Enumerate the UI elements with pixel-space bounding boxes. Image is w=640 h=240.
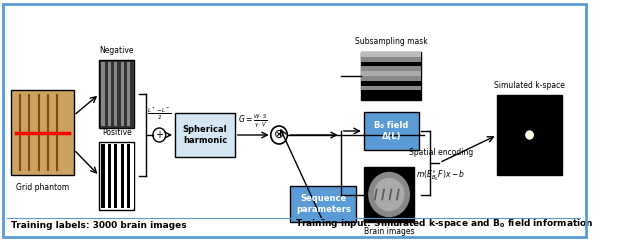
- Text: $G = \frac{W \cdot S}{\gamma \cdot V}$: $G = \frac{W \cdot S}{\gamma \cdot V}$: [239, 113, 268, 129]
- Circle shape: [374, 179, 404, 210]
- Bar: [361, 81, 421, 86]
- Bar: [361, 86, 421, 90]
- Text: $\otimes$: $\otimes$: [273, 128, 285, 142]
- Bar: [127, 62, 131, 126]
- Circle shape: [526, 131, 533, 139]
- Bar: [131, 144, 134, 208]
- Bar: [121, 62, 124, 126]
- Bar: [175, 113, 235, 157]
- Text: +: +: [156, 130, 163, 140]
- Bar: [361, 52, 421, 100]
- Bar: [117, 144, 121, 208]
- Bar: [364, 167, 415, 222]
- Bar: [124, 62, 127, 126]
- Text: B₀ field
Δ(L): B₀ field Δ(L): [374, 121, 408, 141]
- Bar: [111, 62, 114, 126]
- Bar: [361, 90, 421, 95]
- Text: Spherical
harmonic: Spherical harmonic: [182, 125, 227, 145]
- Text: Training labels: 3000 brain images: Training labels: 3000 brain images: [11, 221, 187, 230]
- Bar: [361, 71, 421, 76]
- Bar: [111, 144, 114, 208]
- Bar: [361, 62, 421, 66]
- Bar: [114, 144, 117, 208]
- Bar: [290, 186, 356, 222]
- Bar: [108, 144, 111, 208]
- Bar: [117, 62, 121, 126]
- Circle shape: [369, 173, 410, 216]
- Text: Positive: Positive: [102, 128, 132, 137]
- Text: Brain images: Brain images: [364, 227, 414, 236]
- Bar: [361, 57, 421, 62]
- Bar: [121, 144, 124, 208]
- Text: Negative: Negative: [100, 46, 134, 55]
- Text: Subsampling mask: Subsampling mask: [355, 37, 428, 46]
- Bar: [104, 62, 108, 126]
- Bar: [127, 144, 131, 208]
- Text: $\frac{L^+ - L^-}{2}$: $\frac{L^+ - L^-}{2}$: [147, 106, 172, 122]
- Bar: [361, 95, 421, 100]
- Bar: [114, 62, 117, 126]
- Bar: [364, 112, 419, 150]
- Bar: [131, 62, 134, 126]
- Text: Spatial encoding: Spatial encoding: [409, 148, 473, 157]
- Text: Grid phantom: Grid phantom: [16, 183, 69, 192]
- Bar: [99, 142, 134, 210]
- Bar: [101, 62, 104, 126]
- Bar: [361, 52, 421, 57]
- Bar: [99, 60, 134, 128]
- Bar: [104, 144, 108, 208]
- Bar: [101, 144, 104, 208]
- Bar: [361, 76, 421, 81]
- Bar: [11, 90, 74, 175]
- Bar: [124, 144, 127, 208]
- Circle shape: [528, 133, 531, 137]
- Text: Sequence
parameters: Sequence parameters: [296, 194, 351, 214]
- Bar: [497, 95, 562, 175]
- Text: Training input: Simulated k-space and $\mathbf{B_0}$ field information: Training input: Simulated k-space and $\…: [294, 217, 593, 230]
- Bar: [108, 62, 111, 126]
- Text: Simulated k-space: Simulated k-space: [494, 81, 565, 90]
- Bar: [361, 66, 421, 71]
- Text: $m(E_{B_0}^{\circ}F)x - b$: $m(E_{B_0}^{\circ}F)x - b$: [417, 169, 466, 183]
